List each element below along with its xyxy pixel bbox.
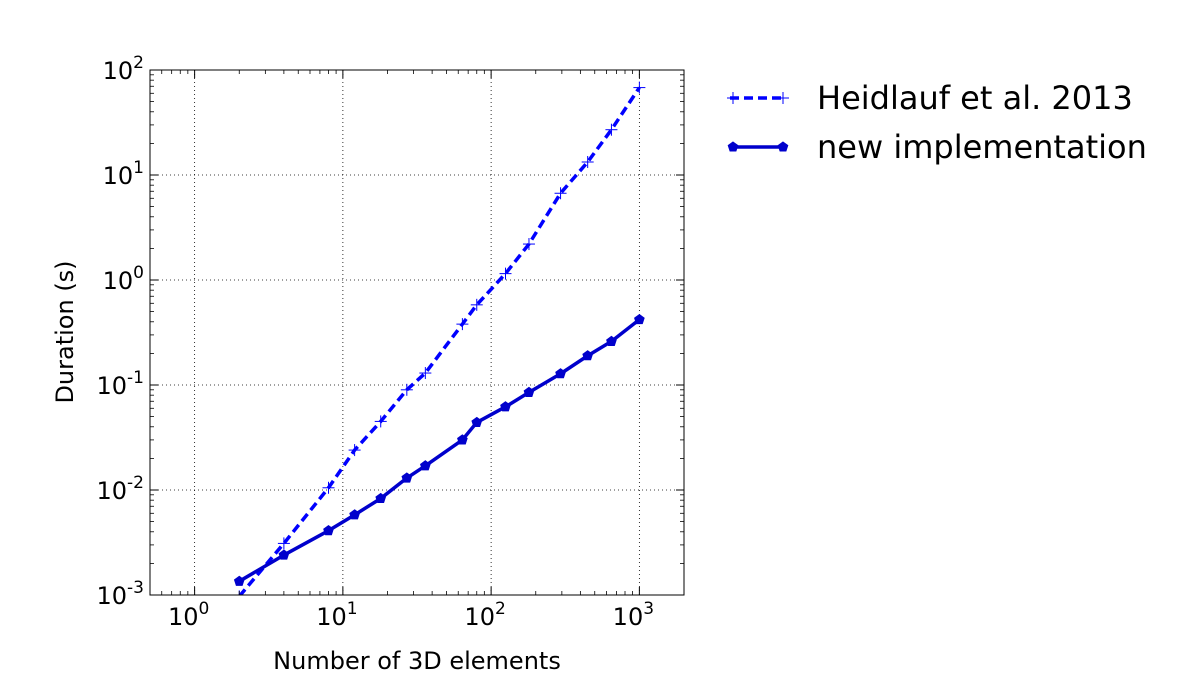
data-point-series-2 [278,549,290,560]
x-tick-label: 102 [464,599,505,631]
y-tick-label: 101 [103,158,144,190]
plot-frame [149,69,685,596]
data-point-series-2 [420,460,431,471]
x-axis-label: Number of 3D elements [273,647,561,675]
data-point-series-2 [500,401,511,412]
series-layer [233,81,646,595]
y-tick-label: 10-2 [97,473,145,505]
data-point-series-1 [400,383,413,396]
data-point-series-2 [471,416,483,427]
data-point-series-2 [523,386,535,397]
data-point-series-1 [277,537,290,550]
legend-marker-2 [727,141,739,152]
data-point-series-1 [470,298,483,311]
legend-marker-1 [777,92,789,104]
data-point-series-2 [606,335,617,346]
data-point-series-1 [522,238,535,251]
data-point-series-2 [349,509,360,520]
legend-label-2: new implementation [817,128,1147,166]
data-point-series-2 [323,525,334,536]
data-point-series-2 [375,492,387,504]
data-point-series-2 [401,472,413,483]
legend-marker-1 [727,92,739,104]
data-point-series-2 [233,575,245,586]
x-tick-label: 100 [168,599,209,631]
x-tick-label: 103 [613,599,654,631]
ticks: 100 101 102 103 10-3 10-2 10-1 100 101 102 [97,53,684,631]
data-point-series-2 [582,350,594,361]
data-point-series-1 [605,123,618,136]
data-point-series-2 [555,368,566,379]
y-axis-label: Duration (s) [51,260,79,403]
data-point-series-1 [348,444,361,457]
data-point-series-2 [457,434,468,445]
legend: Heidlauf et al. 2013 new implementation [727,79,1147,166]
legend-marker-2 [777,141,789,152]
data-point-series-2 [634,313,645,325]
y-tick-label: 10-1 [97,368,145,400]
data-point-series-1 [633,81,646,94]
data-point-series-1 [499,267,512,280]
data-point-series-1 [554,187,567,200]
data-point-series-1 [581,155,594,168]
y-tick-label: 100 [103,263,144,295]
x-tick-label: 101 [316,599,357,631]
legend-label-1: Heidlauf et al. 2013 [817,79,1133,117]
data-point-series-1 [322,481,335,494]
y-tick-label: 102 [103,53,144,85]
y-tick-label: 10-3 [97,578,145,610]
data-point-series-1 [374,415,387,428]
data-point-series-1 [419,367,432,380]
data-point-series-1 [456,318,469,331]
plot-background [150,70,684,595]
